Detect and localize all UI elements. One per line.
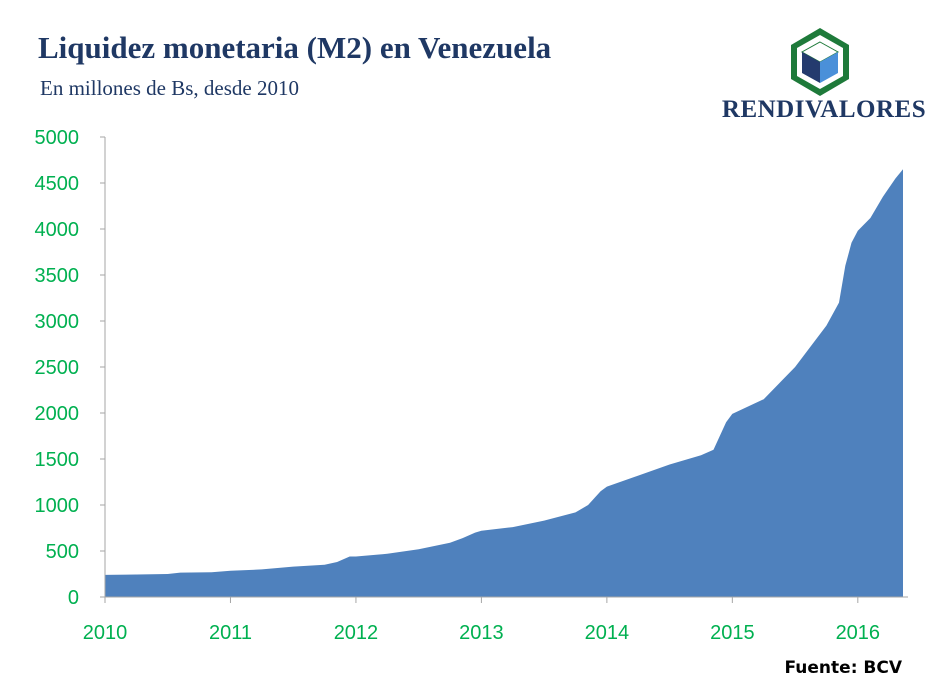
logo-wordmark: RENDIVALORES <box>721 96 927 123</box>
x-tick-label: 2013 <box>459 622 504 644</box>
y-tick-label: 1500 <box>35 449 80 471</box>
m2-area-series <box>105 169 903 597</box>
x-tick-label: 2012 <box>334 622 379 644</box>
plot-area: 0 500 1000 1500 2000 2500 3000 3500 4000 4500 5000… <box>35 127 908 644</box>
x-tick-label: 2014 <box>585 622 630 644</box>
x-tick-label: 2015 <box>710 622 755 644</box>
y-tick-label: 4500 <box>35 173 80 195</box>
source-note: Fuente: BCV <box>784 658 902 678</box>
x-tick-label: 2016 <box>836 622 881 644</box>
rendivalores-logo <box>791 28 849 96</box>
y-tick-label: 2500 <box>35 357 80 379</box>
y-tick-label: 2000 <box>35 403 80 425</box>
x-tick-label: 2011 <box>209 622 252 644</box>
y-tick-label: 4000 <box>35 219 80 241</box>
chart-title: Liquidez monetaria (M2) en Venezuela <box>38 30 552 65</box>
chart-subtitle: En millones de Bs, desde 2010 <box>40 76 299 100</box>
y-tick-label: 0 <box>68 587 79 609</box>
x-tick-label: 2010 <box>83 622 128 644</box>
y-tick-label: 3500 <box>35 265 80 287</box>
y-tick-label: 5000 <box>35 127 80 149</box>
y-tick-label: 3000 <box>35 311 80 333</box>
y-tick-label: 1000 <box>35 495 80 517</box>
cube-hexagon-icon <box>791 28 849 96</box>
y-tick-label: 500 <box>46 541 79 563</box>
